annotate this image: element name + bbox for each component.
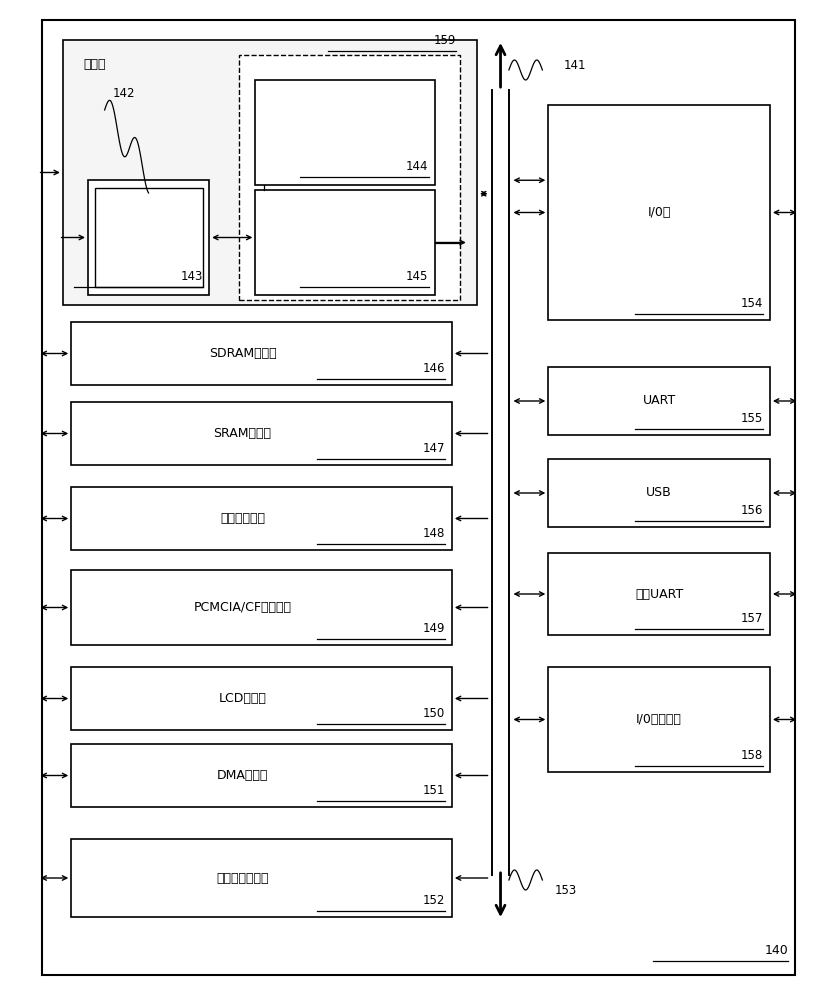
Bar — [548, 459, 769, 527]
Text: LCD控制器: LCD控制器 — [218, 692, 266, 705]
Text: 替代总线主接口: 替代总线主接口 — [216, 871, 268, 884]
Bar — [548, 367, 769, 435]
Text: SRAM控制器: SRAM控制器 — [213, 427, 271, 440]
Bar — [238, 55, 460, 300]
Bar — [548, 667, 769, 772]
Text: 蓝牙UART: 蓝牙UART — [635, 587, 682, 600]
Text: 146: 146 — [422, 362, 445, 375]
Text: 141: 141 — [563, 59, 585, 72]
Bar — [71, 667, 451, 730]
Text: DMA控制器: DMA控制器 — [217, 769, 268, 782]
Bar — [71, 570, 451, 645]
Bar — [71, 487, 451, 550]
Text: I/0桥: I/0桥 — [647, 206, 670, 219]
Text: 157: 157 — [740, 612, 762, 625]
Text: 149: 149 — [422, 622, 445, 635]
Text: UART: UART — [642, 394, 675, 408]
Bar — [71, 744, 451, 807]
Bar — [71, 322, 451, 385]
Bar — [63, 40, 477, 305]
Text: 147: 147 — [422, 442, 445, 455]
Text: 143: 143 — [180, 270, 202, 283]
Text: 处理核: 处理核 — [84, 58, 106, 71]
Text: 148: 148 — [422, 527, 445, 540]
Bar — [94, 188, 202, 287]
Bar — [255, 190, 435, 295]
Text: 151: 151 — [422, 784, 445, 797]
Text: 155: 155 — [740, 412, 762, 425]
Bar — [88, 180, 209, 295]
Bar — [548, 105, 769, 320]
Text: 150: 150 — [422, 707, 445, 720]
Text: I/0扩展接口: I/0扩展接口 — [635, 713, 681, 726]
Bar — [548, 553, 769, 635]
Bar — [71, 402, 451, 465]
Text: 144: 144 — [405, 160, 428, 173]
Text: 159: 159 — [433, 34, 456, 47]
Text: 140: 140 — [764, 944, 788, 957]
Text: 突发闪存接口: 突发闪存接口 — [220, 512, 265, 525]
Text: USB: USB — [645, 487, 671, 499]
Text: 152: 152 — [422, 894, 445, 907]
Text: SDRAM控制器: SDRAM控制器 — [208, 347, 276, 360]
Bar — [255, 80, 435, 185]
Text: 158: 158 — [740, 749, 762, 762]
Text: 153: 153 — [554, 884, 577, 896]
Text: 145: 145 — [405, 270, 428, 283]
Text: 142: 142 — [113, 87, 135, 100]
Text: 156: 156 — [740, 504, 762, 517]
Text: 154: 154 — [740, 297, 762, 310]
Text: PCMCIA/CF卡控制器: PCMCIA/CF卡控制器 — [193, 601, 291, 614]
Bar — [71, 839, 451, 917]
